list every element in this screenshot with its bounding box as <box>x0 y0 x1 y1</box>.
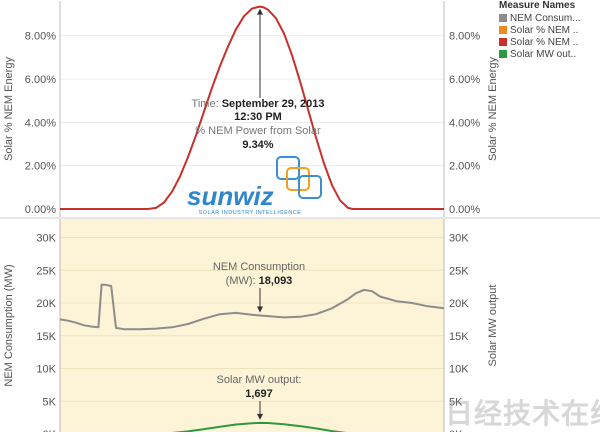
y-tick-label-left: 30K <box>36 233 56 245</box>
y-tick-label-right: 6.00% <box>449 74 480 86</box>
y-axis-title-right: Solar MW output <box>487 285 499 367</box>
legend-label: Solar % NEM .. <box>510 24 579 36</box>
y-tick-label-right: 0.00% <box>449 204 480 216</box>
annotation-nem-label: NEM Consumption <box>213 261 305 273</box>
y-axis-title-left: NEM Consumption (MW) <box>3 264 15 386</box>
y-tick-label-left: 2.00% <box>25 161 56 173</box>
y-tick-label-right: 5K <box>449 396 463 408</box>
legend-item-solar-nem-power[interactable]: Solar % NEM .. <box>499 36 600 48</box>
tooltip-value: 9.34% <box>242 139 273 151</box>
tooltip-time-label: Time: <box>192 98 222 110</box>
legend: Measure Names NEM Consum... Solar % NEM … <box>499 0 600 60</box>
legend-swatch <box>499 26 507 34</box>
y-tick-label-left: 25K <box>36 265 56 277</box>
legend-swatch <box>499 38 507 46</box>
logo-tagline: SOLAR INDUSTRY INTELLIGENCE <box>199 210 302 216</box>
y-tick-label-right: 2.00% <box>449 161 480 173</box>
y-tick-label-right: 4.00% <box>449 117 480 129</box>
annotation-nem-unit: (MW): <box>226 275 259 287</box>
y-tick-label-right: 15K <box>449 331 469 343</box>
legend-item-nem-consumption[interactable]: NEM Consum... <box>499 12 600 24</box>
plot-background <box>60 219 444 432</box>
y-tick-label-left: 10K <box>36 364 56 376</box>
tooltip-measure: % NEM Power from Solar <box>195 125 321 137</box>
annotation-solar-label: Solar MW output: <box>217 374 302 386</box>
top-panel: 0.00% 0.00% 2.00% 2.00% 4.00% 4.00% 6.00% 6.00%… <box>3 1 499 217</box>
legend-swatch <box>499 14 507 22</box>
y-tick-label-right: 10K <box>449 364 469 376</box>
legend-item-solar-nem-energy[interactable]: Solar % NEM .. <box>499 24 600 36</box>
plot-background <box>60 1 444 217</box>
tooltip-date-line: Time: September 29, 2013 <box>192 98 325 110</box>
series-line <box>60 5 444 210</box>
annotation-solar-arrow <box>257 413 263 420</box>
legend-label: Solar MW out.. <box>510 48 577 60</box>
legend-label: Solar % NEM .. <box>510 36 579 48</box>
logo-square-blue-2 <box>298 175 322 199</box>
annotation-solar-value: 1,697 <box>245 388 273 400</box>
annotation-nem-arrow <box>257 306 263 313</box>
y-tick-label-left: 5K <box>43 396 57 408</box>
legend-title: Measure Names <box>499 0 576 11</box>
y-tick-label-left: 15K <box>36 331 56 343</box>
annotation-nem-value-line: (MW): 18,093 <box>226 275 293 287</box>
y-tick-label-left: 4.00% <box>25 117 56 129</box>
y-tick-label-right: 8.00% <box>449 31 480 43</box>
annotation-nem-value: 18,093 <box>259 275 293 287</box>
legend-label: NEM Consum... <box>510 12 581 24</box>
tooltip-arrow <box>257 8 263 15</box>
bottom-panel: 0K0K5K5K10K10K15K15K20K20K25K25K30K30KNE… <box>3 219 499 437</box>
legend-item-solar-mw-output[interactable]: Solar MW out.. <box>499 48 600 60</box>
watermark: 日经技术在线! <box>445 397 600 430</box>
tooltip-time: 12:30 PM <box>234 111 282 123</box>
logo-word: sunwiz <box>187 181 274 211</box>
y-tick-label-left: 20K <box>36 298 56 310</box>
series-line <box>59 283 445 331</box>
y-axis-title-left: Solar % NEM Energy <box>3 57 15 161</box>
y-tick-label-right: 30K <box>449 233 469 245</box>
tooltip-date: September 29, 2013 <box>222 98 325 110</box>
y-tick-label-left: 8.00% <box>25 31 56 43</box>
y-tick-label-left: 0.00% <box>25 204 56 216</box>
y-tick-label-left: 6.00% <box>25 74 56 86</box>
y-tick-label-right: 25K <box>449 265 469 277</box>
y-axis-title-right: Solar % NEM Energy <box>487 57 499 161</box>
legend-swatch <box>499 50 507 58</box>
y-tick-label-right: 20K <box>449 298 469 310</box>
